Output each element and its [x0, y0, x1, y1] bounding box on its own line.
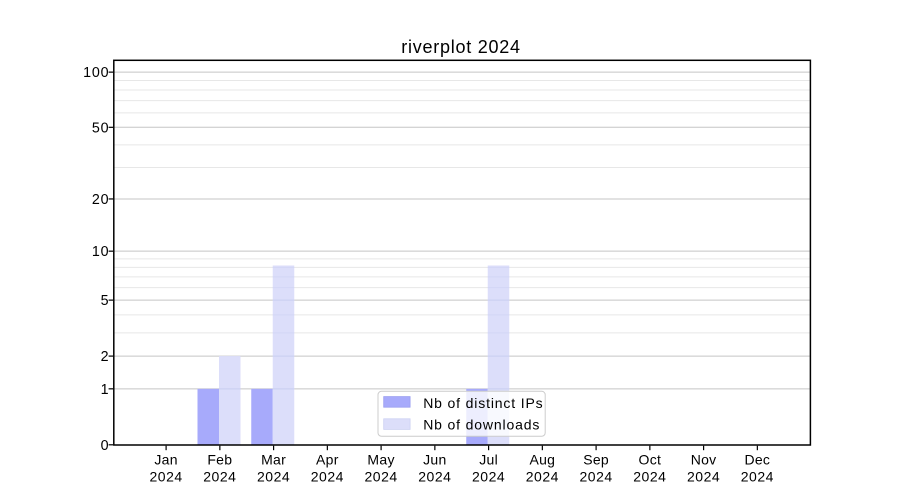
svg-text:50: 50 [92, 120, 110, 136]
svg-text:2024: 2024 [580, 468, 613, 484]
svg-text:2024: 2024 [150, 468, 183, 484]
svg-text:2024: 2024 [257, 468, 290, 484]
svg-text:May: May [367, 452, 394, 468]
svg-text:2024: 2024 [311, 468, 344, 484]
svg-text:Jun: Jun [423, 452, 446, 468]
svg-text:Mar: Mar [261, 452, 286, 468]
svg-text:Oct: Oct [639, 452, 662, 468]
svg-text:2024: 2024 [526, 468, 559, 484]
svg-text:10: 10 [92, 244, 110, 260]
svg-text:1: 1 [101, 382, 110, 398]
svg-text:2024: 2024 [741, 468, 774, 484]
svg-text:Nb of downloads: Nb of downloads [423, 417, 540, 433]
svg-text:2024: 2024 [633, 468, 666, 484]
svg-text:5: 5 [101, 293, 110, 309]
svg-text:Aug: Aug [529, 452, 555, 468]
svg-text:Sep: Sep [583, 452, 609, 468]
svg-text:0: 0 [101, 438, 110, 454]
svg-text:100: 100 [83, 65, 109, 81]
svg-text:Apr: Apr [316, 452, 339, 468]
svg-text:Dec: Dec [744, 452, 770, 468]
svg-text:riverplot 2024: riverplot 2024 [401, 37, 521, 57]
svg-text:Jul: Jul [479, 452, 498, 468]
svg-text:Nov: Nov [691, 452, 717, 468]
svg-text:2024: 2024 [418, 468, 451, 484]
svg-text:Nb of distinct IPs: Nb of distinct IPs [423, 395, 543, 411]
svg-text:2: 2 [101, 349, 110, 365]
svg-text:2024: 2024 [365, 468, 398, 484]
svg-text:2024: 2024 [472, 468, 505, 484]
svg-text:Feb: Feb [207, 452, 232, 468]
svg-text:2024: 2024 [687, 468, 720, 484]
svg-text:Jan: Jan [154, 452, 177, 468]
svg-text:20: 20 [92, 192, 110, 208]
svg-text:2024: 2024 [203, 468, 236, 484]
